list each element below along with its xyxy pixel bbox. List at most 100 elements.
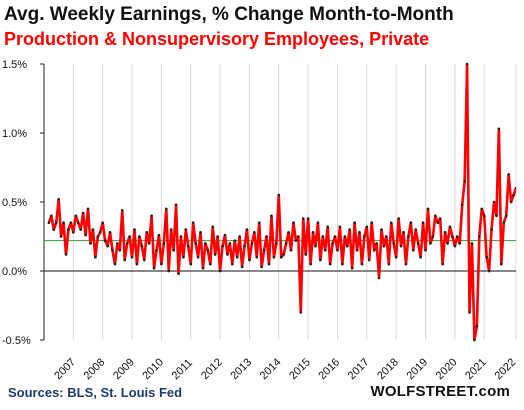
data-point: [348, 228, 352, 231]
data-point: [140, 244, 144, 248]
data-point: [116, 242, 119, 245]
data-point: [456, 235, 459, 238]
data-point: [91, 228, 95, 231]
series-group: [47, 62, 523, 342]
data-point: [392, 242, 396, 245]
data-point: [270, 214, 273, 218]
data-point: [355, 249, 359, 252]
data-point: [277, 193, 281, 197]
data-point: [411, 249, 415, 252]
data-point: [223, 233, 227, 237]
data-point: [164, 207, 168, 211]
data-point: [89, 242, 92, 245]
data-point: [487, 269, 491, 273]
data-point: [468, 311, 471, 314]
data-point: [385, 235, 388, 238]
data-point: [47, 221, 51, 224]
data-point: [81, 211, 85, 215]
data-point: [184, 228, 188, 231]
data-point: [407, 235, 410, 238]
data-point: [201, 266, 205, 270]
data-point: [490, 228, 493, 231]
data-point: [248, 258, 251, 262]
data-point: [367, 258, 371, 262]
data-point: [382, 244, 386, 248]
chart-title: Avg. Weekly Earnings, % Change Month-to-…: [4, 4, 454, 25]
data-point: [509, 200, 513, 204]
data-point: [424, 249, 427, 252]
data-point: [492, 200, 496, 204]
data-point: [150, 214, 153, 218]
y-tick-label: 0.0%: [2, 266, 27, 278]
data-point: [323, 249, 327, 252]
data-point: [108, 231, 112, 234]
data-point: [399, 244, 403, 248]
data-point: [59, 235, 63, 238]
data-point: [419, 255, 422, 259]
data-point: [74, 214, 78, 218]
grid-lines: [43, 64, 517, 340]
x-tick-label: 2014: [258, 356, 284, 382]
data-point: [103, 239, 107, 242]
data-point: [485, 255, 488, 259]
data-point: [199, 231, 202, 234]
data-point: [272, 255, 276, 259]
data-point: [380, 228, 383, 231]
source-note: Sources: BLS, St. Louis Fed: [8, 385, 183, 400]
data-point: [520, 187, 523, 190]
data-point: [123, 258, 126, 262]
data-point: [504, 214, 508, 218]
data-point: [52, 228, 56, 231]
data-point: [470, 242, 474, 245]
data-point: [62, 221, 65, 224]
data-point: [177, 272, 180, 276]
data-point: [465, 62, 469, 66]
data-point: [480, 207, 484, 211]
x-tick-label: 2009: [111, 356, 137, 382]
data-point: [130, 255, 134, 259]
data-point: [50, 214, 53, 218]
data-point: [350, 266, 354, 270]
data-point: [331, 242, 334, 245]
data-point: [57, 197, 60, 201]
data-point: [204, 242, 207, 245]
data-point: [257, 221, 261, 224]
y-tick-label: 1.0%: [2, 128, 27, 140]
x-tick-label: 2017: [346, 356, 372, 382]
data-point: [111, 249, 114, 252]
data-point: [147, 242, 151, 245]
data-point: [231, 262, 234, 266]
data-point: [404, 262, 408, 266]
data-point: [216, 235, 219, 238]
data-point: [389, 221, 393, 224]
data-point: [152, 266, 156, 270]
data-point: [265, 235, 268, 238]
data-point: [517, 194, 520, 197]
data-point: [289, 249, 293, 252]
data-point: [98, 231, 102, 234]
data-point: [453, 244, 457, 248]
data-point: [345, 244, 349, 248]
data-point: [169, 228, 173, 231]
data-point: [155, 249, 158, 252]
x-tick-label: 2018: [375, 356, 401, 382]
data-point: [409, 221, 413, 224]
series-line: [47, 62, 516, 342]
data-point: [279, 255, 283, 259]
data-point: [54, 221, 58, 224]
data-point: [292, 221, 295, 224]
data-point: [240, 265, 244, 269]
data-point: [436, 221, 440, 224]
data-point: [475, 324, 479, 328]
data-point: [267, 262, 271, 266]
data-point: [482, 214, 486, 218]
x-tick-label: 2020: [434, 356, 460, 382]
data-point: [113, 262, 117, 266]
data-point: [135, 262, 139, 266]
data-point: [64, 253, 68, 256]
data-point: [262, 249, 266, 252]
x-tick-label: 2008: [82, 356, 108, 382]
data-point: [353, 221, 356, 224]
y-tick-label: 1.5%: [2, 59, 27, 71]
